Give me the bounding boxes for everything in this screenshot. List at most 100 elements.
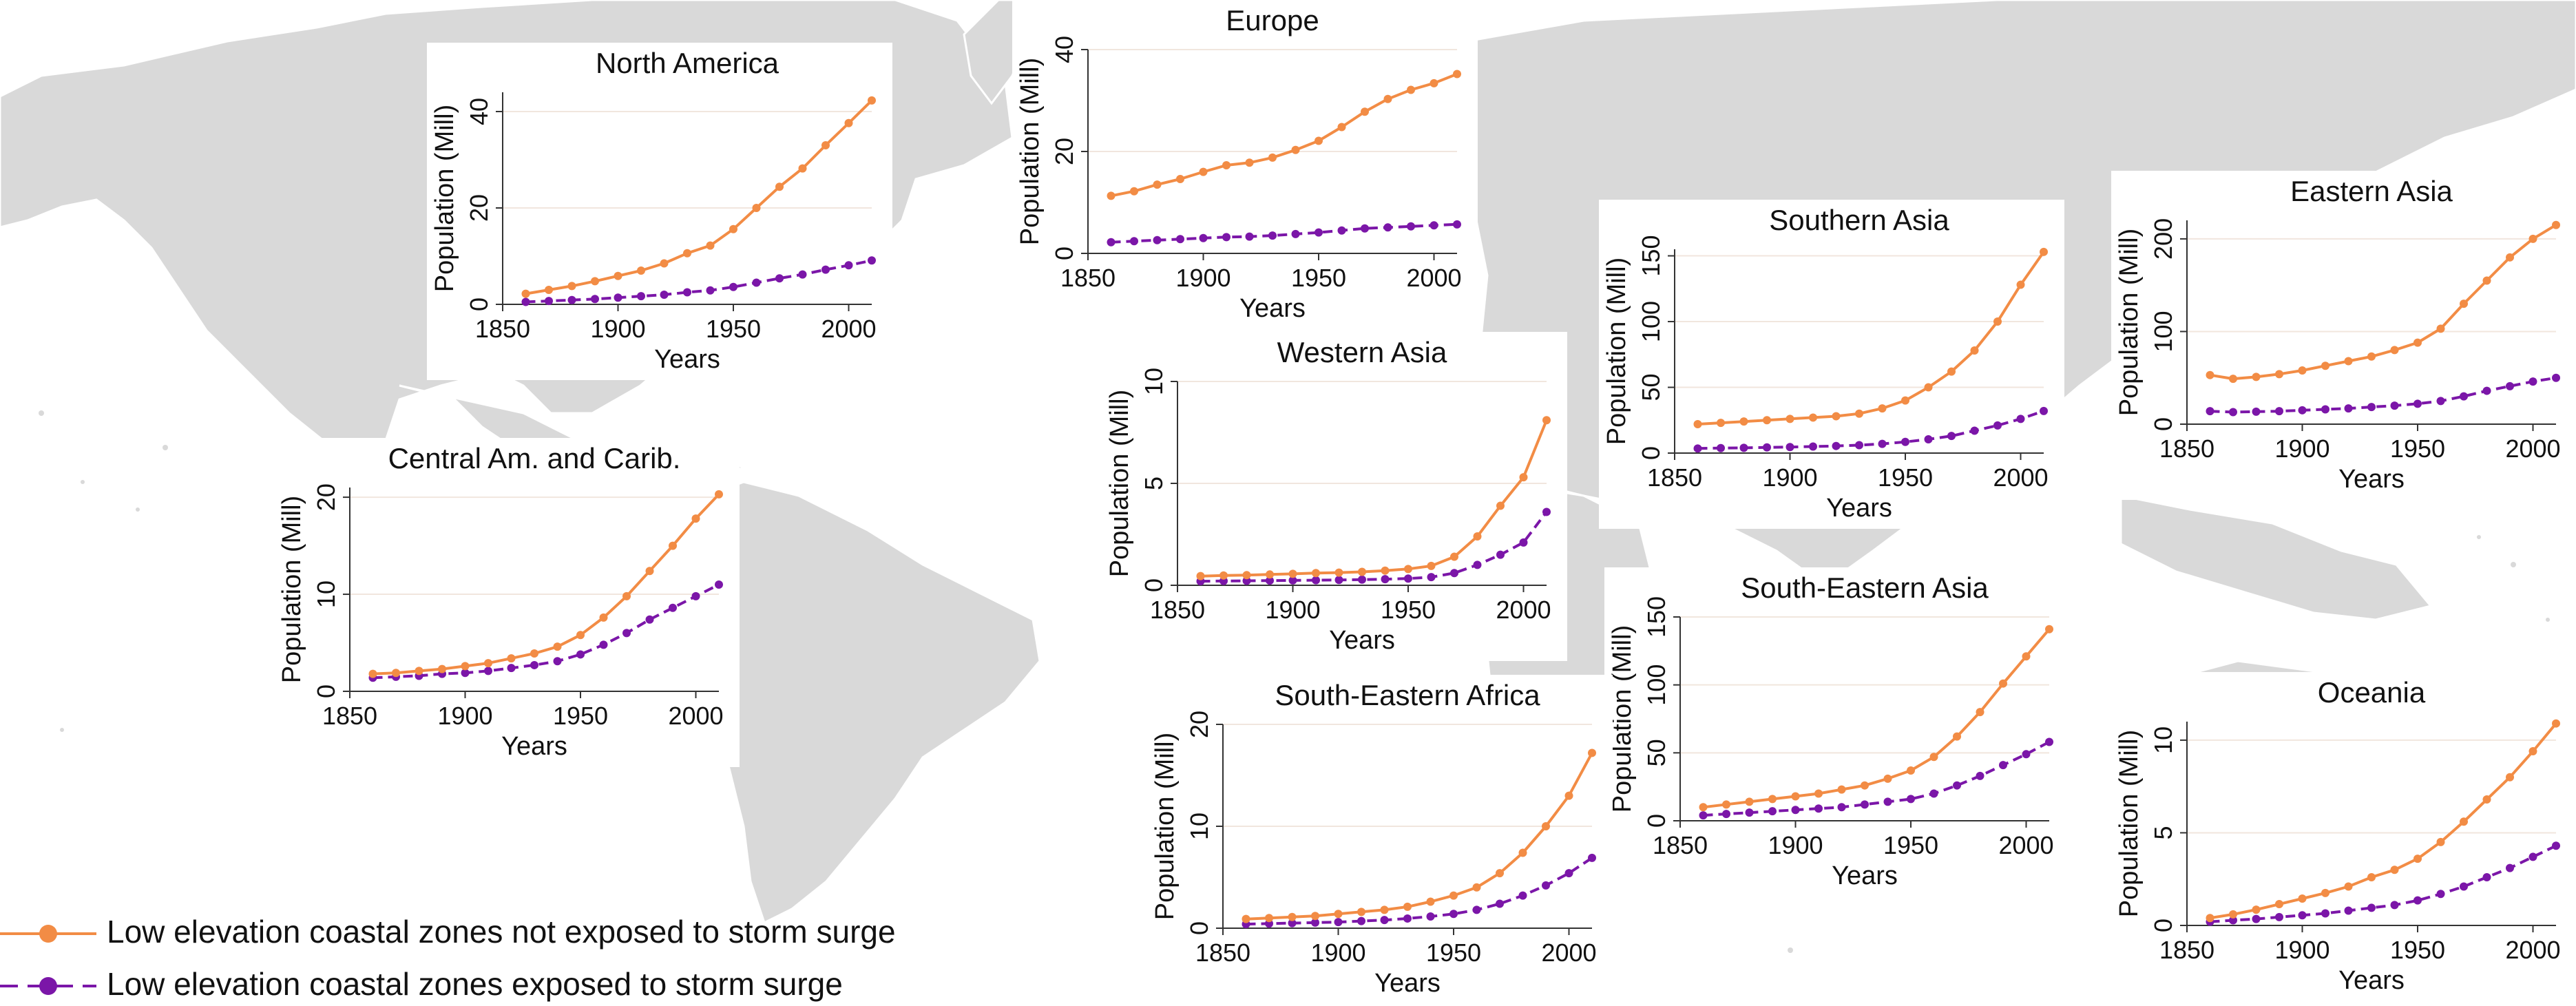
data-point-exposed [1786,443,1794,452]
data-point-exposed [1245,232,1254,241]
data-point-not-exposed [1153,180,1162,189]
y-tick-label: 20 [465,194,493,222]
data-point-exposed [1288,576,1297,585]
series-line-not-exposed [1111,72,1458,198]
data-point-not-exposed [2252,905,2261,914]
chart-panel-south-eastern-asia: South-Eastern Asia 0 50 100 150 1850 1900 1950 2… [1604,567,2070,897]
data-point-exposed [691,591,700,600]
data-point-exposed [1383,223,1392,232]
data-point-exposed [2528,852,2537,861]
series-line-exposed [1200,511,1548,583]
x-axis-label: Years [1329,626,1395,655]
data-point-exposed [2045,737,2053,746]
data-point-not-exposed [729,224,737,233]
data-point-exposed [844,261,853,270]
series-line-exposed [1703,740,2050,817]
data-point-not-exposed [1130,187,1138,196]
data-point-not-exposed [1176,174,1184,183]
data-point-not-exposed [2460,300,2468,308]
x-tick-label: 1900 [1762,463,1817,492]
data-point-exposed [1809,442,1817,451]
data-point-not-exposed [1496,501,1505,510]
data-point-exposed [1291,229,1300,238]
data-point-not-exposed [438,664,446,673]
data-point-not-exposed [821,141,830,149]
data-point-not-exposed [706,241,715,250]
data-point-exposed [1472,905,1481,914]
data-point-not-exposed [752,204,761,212]
data-point-not-exposed [1519,473,1528,482]
data-point-exposed [2022,750,2031,759]
data-point-exposed [1993,421,2002,430]
y-axis-label: Population (Mill) [1151,733,1180,920]
y-tick-label: 20 [1185,711,1213,738]
data-point-exposed [591,295,599,304]
x-tick-label: 1900 [1310,939,1365,967]
data-point-exposed [2390,401,2399,410]
data-point-not-exposed [461,662,470,671]
data-point-exposed [1496,899,1504,908]
data-point-not-exposed [1722,800,1730,809]
data-point-exposed [622,629,631,638]
chart-title: Oceania [2318,676,2426,709]
y-tick-label: 10 [2149,726,2177,754]
data-point-exposed [1907,795,1915,804]
chart-title: Central Am. and Carib. [388,442,681,474]
data-point-exposed [2482,386,2491,395]
data-point-exposed [1722,810,1730,819]
data-point-not-exposed [2367,873,2376,882]
y-axis-label: Population (Mill) [430,105,459,292]
y-tick-label: 200 [2149,218,2177,260]
data-point-exposed [1311,918,1319,927]
data-point-not-exposed [545,286,553,294]
data-point-exposed [1901,437,1909,446]
data-point-not-exposed [1383,94,1392,103]
legend-marker-exposed [39,977,57,995]
data-point-exposed [645,615,654,624]
data-point-exposed [614,293,622,302]
data-point-exposed [1518,891,1527,900]
data-point-not-exposed [1426,897,1435,906]
data-point-not-exposed [2506,253,2514,262]
data-point-exposed [2321,909,2329,918]
data-point-exposed [1564,869,1573,878]
data-point-exposed [1814,804,1823,813]
data-point-not-exposed [1311,912,1319,921]
x-tick-label: 1950 [553,702,608,730]
data-point-exposed [1426,912,1435,921]
data-point-exposed [2016,415,2025,423]
data-point-exposed [2298,911,2307,920]
data-point-not-exposed [2436,837,2445,846]
data-point-exposed [1334,918,1343,927]
chart-title: North America [596,47,779,79]
data-point-not-exposed [2390,346,2399,355]
data-point-not-exposed [2040,247,2048,256]
data-point-not-exposed [1809,413,1817,422]
data-point-not-exposed [1861,781,1869,790]
x-axis-label: Years [654,345,720,374]
chart-svg: Oceania 0 5 10 1850 1900 1950 2000 Years Populati… [2115,676,2561,995]
y-axis-label: Population (Mill) [1105,390,1134,577]
data-point-exposed [1358,575,1366,584]
chart-panel-southern-asia: Southern Asia 0 50 100 150 1850 1900 1950 2000 Ye… [1599,200,2064,529]
data-point-not-exposed [2321,888,2329,897]
data-point-exposed [1588,853,1596,862]
data-point-exposed [2390,901,2399,910]
data-point-exposed [1266,576,1274,585]
y-tick-label: 0 [465,297,493,311]
data-point-exposed [1176,235,1184,244]
data-point-not-exposed [2482,276,2491,285]
data-point-not-exposed [1288,912,1297,921]
data-point-not-exposed [1929,753,1938,762]
data-point-not-exposed [1222,160,1231,169]
data-point-not-exposed [1878,404,1887,413]
series-line-not-exposed [1200,419,1548,578]
data-point-exposed [1542,881,1550,890]
data-point-not-exposed [1450,552,1458,561]
data-point-exposed [1763,443,1771,452]
y-tick-label: 0 [1140,578,1168,592]
data-point-exposed [669,603,677,612]
series-line-not-exposed [2210,722,2557,920]
data-point-not-exposed [591,277,599,286]
data-point-not-exposed [567,282,576,291]
